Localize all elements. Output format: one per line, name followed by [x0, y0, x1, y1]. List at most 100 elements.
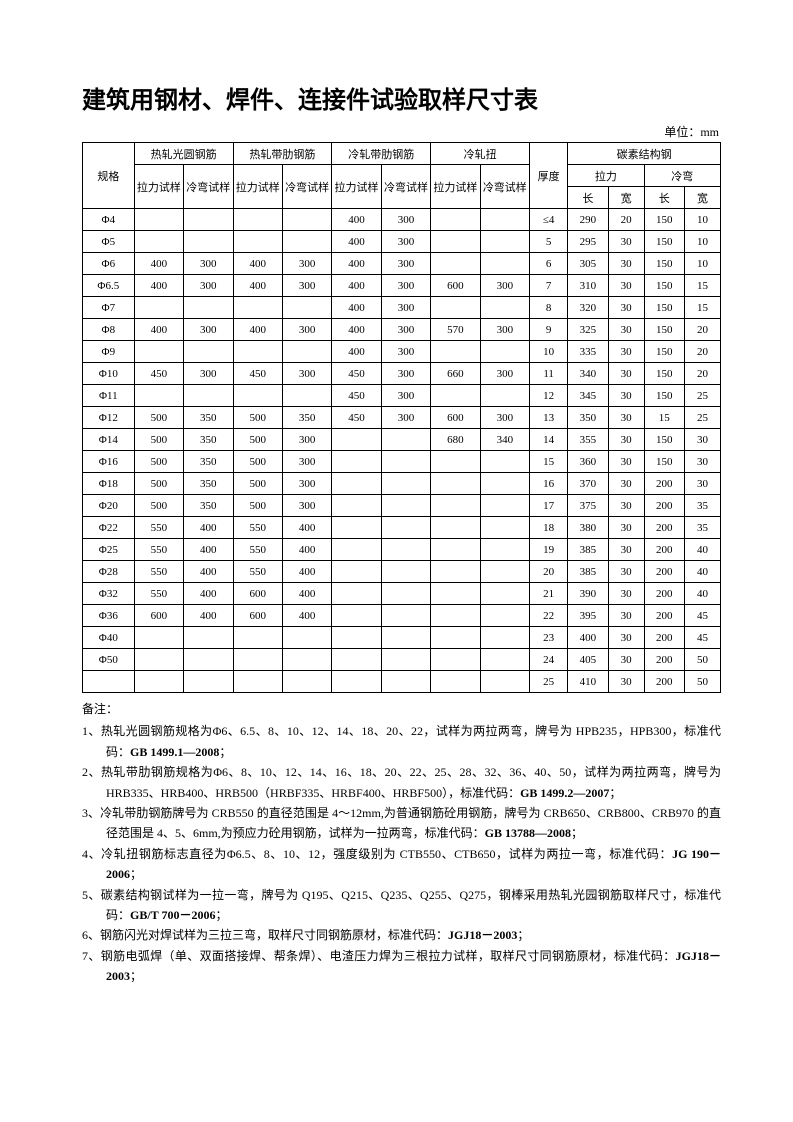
- note-item: 热轧光圆钢筋规格为Φ6、6.5、8、10、12、14、18、20、22，试样为两…: [82, 721, 721, 762]
- table-cell: 30: [608, 495, 644, 517]
- table-cell: [381, 671, 430, 693]
- table-cell: 18: [530, 517, 568, 539]
- table-cell: 20: [608, 209, 644, 231]
- table-row: Φ18500350500300163703020030: [83, 473, 721, 495]
- table-cell: 400: [233, 319, 282, 341]
- table-cell: 350: [184, 429, 233, 451]
- th-sub: 拉力试样: [431, 165, 480, 209]
- table-cell: 30: [608, 627, 644, 649]
- table-cell: 550: [134, 583, 183, 605]
- th-group: 冷轧带肋钢筋: [332, 143, 431, 165]
- table-cell: [381, 451, 430, 473]
- table-cell: 300: [480, 363, 529, 385]
- table-cell: 400: [233, 275, 282, 297]
- table-cell: 30: [608, 583, 644, 605]
- table-cell: 300: [381, 275, 430, 297]
- table-cell: 150: [644, 231, 684, 253]
- table-cell: 300: [480, 319, 529, 341]
- table-row: Φ840030040030040030057030093253015020: [83, 319, 721, 341]
- table-cell: [480, 605, 529, 627]
- table-cell: 200: [644, 605, 684, 627]
- table-cell: 25: [685, 407, 721, 429]
- table-cell: 45: [685, 627, 721, 649]
- note-item: 钢筋电弧焊（单、双面搭接焊、帮条焊）、电渣压力焊为三根拉力试样，取样尺寸同钢筋原…: [82, 946, 721, 987]
- table-cell: 150: [644, 429, 684, 451]
- table-cell: 45: [685, 605, 721, 627]
- table-cell: Φ14: [83, 429, 135, 451]
- table-cell: [431, 297, 480, 319]
- table-cell: 200: [644, 583, 684, 605]
- table-cell: 370: [568, 473, 608, 495]
- table-cell: 375: [568, 495, 608, 517]
- table-cell: 335: [568, 341, 608, 363]
- table-row: Φ14500350500300680340143553015030: [83, 429, 721, 451]
- table-cell: 400: [282, 605, 331, 627]
- table-cell: [381, 539, 430, 561]
- table-cell: 300: [381, 341, 430, 363]
- table-cell: [332, 473, 381, 495]
- table-cell: 450: [233, 363, 282, 385]
- page: 建筑用钢材、焊件、连接件试验取样尺寸表 单位：mm 规格 热轧光圆钢筋 热轧带肋…: [0, 0, 793, 1122]
- table-cell: [184, 341, 233, 363]
- table-cell: 10: [685, 231, 721, 253]
- table-cell: 350: [282, 407, 331, 429]
- table-cell: 500: [134, 495, 183, 517]
- table-cell: [332, 429, 381, 451]
- table-cell: 400: [332, 231, 381, 253]
- table-cell: 600: [431, 275, 480, 297]
- table-cell: 450: [134, 363, 183, 385]
- table-cell: 550: [134, 561, 183, 583]
- table-cell: [431, 231, 480, 253]
- table-cell: [282, 341, 331, 363]
- table-row: Φ50244053020050: [83, 649, 721, 671]
- page-title: 建筑用钢材、焊件、连接件试验取样尺寸表: [82, 80, 721, 115]
- table-row: Φ1250035050035045030060030013350301525: [83, 407, 721, 429]
- table-cell: 50: [685, 649, 721, 671]
- table-cell: 400: [568, 627, 608, 649]
- table-cell: 20: [530, 561, 568, 583]
- table-cell: 15: [685, 275, 721, 297]
- table-cell: 16: [530, 473, 568, 495]
- table-cell: [480, 297, 529, 319]
- table-cell: [332, 583, 381, 605]
- table-cell: 380: [568, 517, 608, 539]
- table-cell: 310: [568, 275, 608, 297]
- table-cell: Φ12: [83, 407, 135, 429]
- table-cell: 10: [685, 253, 721, 275]
- table-cell: 30: [685, 451, 721, 473]
- table-cell: 200: [644, 649, 684, 671]
- notes-section: 备注： 热轧光圆钢筋规格为Φ6、6.5、8、10、12、14、18、20、22，…: [82, 699, 721, 986]
- table-cell: 300: [282, 473, 331, 495]
- table-cell: 150: [644, 341, 684, 363]
- table-cell: [431, 671, 480, 693]
- notes-header: 备注：: [82, 699, 721, 719]
- table-cell: 550: [233, 539, 282, 561]
- table-cell: Φ8: [83, 319, 135, 341]
- table-cell: [431, 473, 480, 495]
- table-cell: 325: [568, 319, 608, 341]
- table-cell: 200: [644, 495, 684, 517]
- table-cell: [134, 341, 183, 363]
- table-cell: 300: [282, 319, 331, 341]
- table-cell: 35: [685, 495, 721, 517]
- table-cell: 30: [608, 231, 644, 253]
- table-cell: [233, 671, 282, 693]
- th-sub: 冷弯: [644, 165, 720, 187]
- table-cell: 30: [608, 517, 644, 539]
- table-cell: [134, 209, 183, 231]
- table-row: Φ20500350500300173753020035: [83, 495, 721, 517]
- table-cell: 350: [184, 473, 233, 495]
- table-cell: [431, 627, 480, 649]
- table-cell: [381, 561, 430, 583]
- table-cell: [480, 649, 529, 671]
- table-cell: 570: [431, 319, 480, 341]
- table-cell: 345: [568, 385, 608, 407]
- table-cell: [381, 627, 430, 649]
- th-thickness: 厚度: [530, 143, 568, 209]
- table-cell: 300: [282, 451, 331, 473]
- table-cell: 50: [685, 671, 721, 693]
- table-cell: 400: [184, 583, 233, 605]
- table-cell: 30: [608, 561, 644, 583]
- table-cell: [480, 253, 529, 275]
- table-cell: [480, 561, 529, 583]
